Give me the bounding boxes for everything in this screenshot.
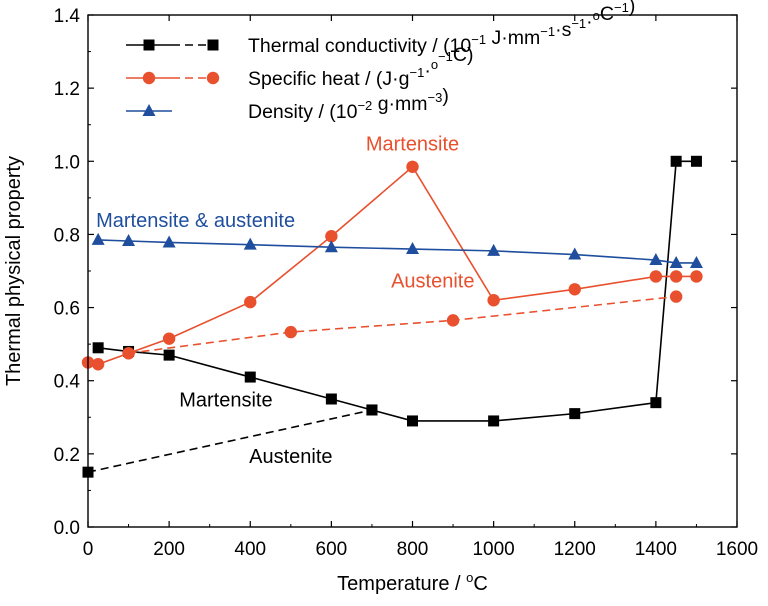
legend-marker: [207, 39, 219, 51]
data-point-tc_martensite: [690, 155, 702, 167]
series-cp_austenite: [122, 290, 683, 360]
annotation-label: Martensite: [366, 133, 459, 155]
series-tc_martensite: [92, 155, 702, 427]
x-tick-label: 400: [234, 539, 266, 560]
data-point-density: [568, 247, 582, 260]
series-line-cp_austenite: [128, 295, 677, 355]
data-point-density: [487, 243, 501, 256]
x-tick-label: 800: [397, 539, 429, 560]
legend-marker: [142, 71, 156, 85]
series-line-tc_austenite: [87, 409, 373, 473]
data-point-cp_martensite: [487, 294, 500, 307]
data-point-cp_martensite: [669, 270, 683, 283]
y-tick-label: 1.4: [54, 6, 81, 27]
y-tick-label: 0.4: [54, 372, 81, 393]
data-point-cp_austenite: [669, 290, 683, 303]
series-density: [91, 232, 703, 268]
legend-entry: Thermal conductivity / (10−1 J·mm−1·s−1·…: [126, 0, 635, 57]
data-point-tc_martensite: [488, 415, 500, 427]
y-tick-label: 0.0: [54, 518, 80, 539]
series-layer: [81, 155, 703, 478]
y-tick-label: 1.2: [54, 79, 80, 100]
data-point-cp_austenite: [446, 314, 460, 327]
axes: 0 200 400 600 800 1000 1200 1400 1600 0.0 0.2 0.4 0.…: [3, 6, 758, 595]
data-point-tc_austenite: [366, 404, 378, 416]
data-point-cp_austenite: [284, 325, 298, 339]
data-point-cp_austenite: [122, 347, 135, 360]
legend-label: Density / (10−2 g·mm−3): [248, 85, 449, 123]
legend-marker: [142, 104, 156, 116]
data-point-cp_martensite: [568, 283, 581, 296]
x-tick-label: 1200: [554, 539, 596, 560]
x-tick-label: 0: [83, 539, 94, 560]
legend-entry: Specific heat / (J·g−1·o−1C): [126, 44, 473, 90]
data-point-cp_martensite: [91, 358, 105, 371]
data-point-density: [243, 237, 257, 250]
y-tick-label: 0.2: [54, 445, 80, 466]
data-point-tc_martensite: [569, 408, 581, 420]
data-point-density: [162, 235, 176, 248]
data-point-density: [689, 255, 703, 268]
data-point-cp_martensite: [690, 270, 703, 283]
data-point-cp_martensite: [325, 230, 338, 243]
data-point-tc_martensite: [325, 393, 337, 405]
data-point-density: [324, 240, 338, 253]
data-point-density: [649, 253, 663, 266]
data-point-density: [91, 232, 105, 245]
data-point-density: [669, 255, 683, 268]
legend-marker: [143, 39, 155, 51]
data-point-tc_martensite: [650, 397, 662, 409]
x-tick-label: 1600: [716, 539, 758, 560]
data-point-cp_martensite: [244, 295, 257, 309]
x-tick-label: 200: [153, 539, 185, 560]
series-tc_austenite: [82, 404, 378, 478]
legend: Thermal conductivity / (10−1 J·mm−1·s−1·…: [126, 0, 635, 123]
data-point-density: [406, 242, 419, 255]
legend-entry: Density / (10−2 g·mm−3): [126, 85, 449, 123]
data-point-tc_martensite: [670, 155, 682, 167]
data-point-cp_martensite: [649, 270, 663, 283]
annotation-label: Austenite: [249, 446, 332, 468]
x-tick-label: 1400: [635, 539, 677, 560]
legend-label: Specific heat / (J·g−1·o−1C): [248, 44, 473, 90]
annotation-layer: Martensite Martensite & austenite Austenit…: [96, 133, 474, 468]
series-cp_martensite: [81, 160, 703, 371]
x-axis-label: Temperature / oC: [337, 570, 488, 595]
annotation-label: Martensite & austenite: [96, 210, 295, 232]
series-line-density: [98, 239, 697, 264]
data-point-tc_martensite: [407, 415, 418, 427]
series-line-tc_martensite: [98, 160, 697, 422]
y-axis-label: Thermal physical property: [3, 156, 25, 386]
annotation-label: Martensite: [179, 389, 272, 411]
legend-marker: [206, 71, 220, 85]
y-tick-label: 1.0: [54, 152, 80, 173]
data-point-tc_martensite: [92, 342, 104, 354]
data-point-cp_martensite: [406, 160, 419, 173]
x-tick-label: 1000: [472, 539, 514, 560]
x-tick-label: 600: [316, 539, 348, 560]
data-point-tc_martensite: [163, 349, 175, 361]
y-tick-label: 0.8: [54, 225, 80, 246]
y-tick-label: 0.6: [54, 299, 80, 320]
series-line-cp_martensite: [87, 165, 697, 366]
data-point-density: [122, 234, 136, 247]
data-point-tc_martensite: [244, 371, 256, 383]
annotation-label: Austenite: [391, 270, 474, 292]
data-point-cp_martensite: [162, 332, 176, 345]
legend-label: Thermal conductivity / (10−1 J·mm−1·s−1·…: [248, 0, 635, 57]
